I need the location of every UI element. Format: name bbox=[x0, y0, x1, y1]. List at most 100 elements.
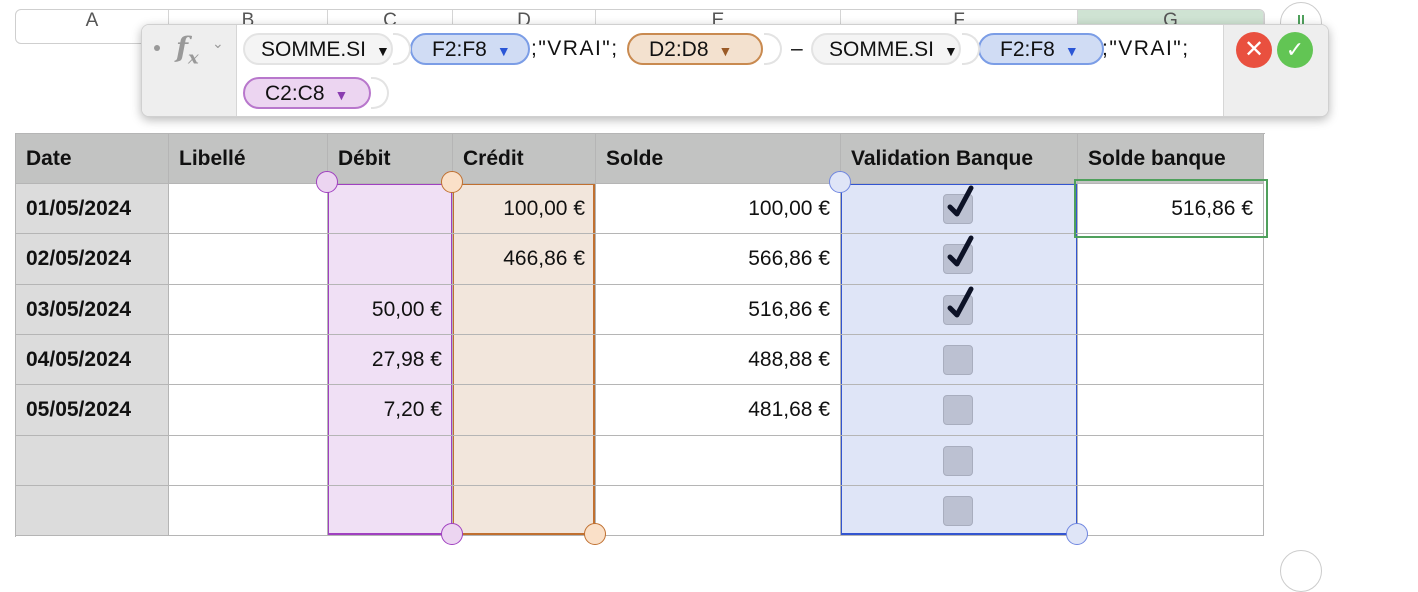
range-handle-d-bottom[interactable] bbox=[584, 523, 606, 545]
add-row-button[interactable] bbox=[1280, 550, 1322, 592]
cell-credit[interactable] bbox=[453, 486, 596, 536]
cell-date[interactable] bbox=[16, 436, 169, 486]
column-title: Validation Banque bbox=[841, 134, 1078, 184]
checkbox[interactable] bbox=[943, 286, 974, 325]
cell-solde[interactable] bbox=[596, 486, 841, 536]
dropdown-triangle-icon[interactable]: ▼ bbox=[496, 43, 511, 59]
formula-text[interactable]: ;"VRAI"; bbox=[1102, 37, 1190, 60]
cell-solde-banque[interactable] bbox=[1078, 436, 1264, 486]
cell-credit[interactable]: 100,00 € bbox=[453, 184, 596, 234]
range-handle-d-top[interactable] bbox=[441, 171, 463, 193]
cell-libelle[interactable] bbox=[169, 285, 328, 335]
cell-debit[interactable]: 50,00 € bbox=[328, 285, 453, 335]
cell-validated[interactable] bbox=[841, 285, 1078, 335]
checkmark-icon bbox=[947, 235, 974, 267]
cell-libelle[interactable] bbox=[169, 486, 328, 536]
checkbox[interactable] bbox=[943, 345, 973, 375]
token-label: F2:F8 bbox=[1000, 38, 1055, 61]
checkbox[interactable] bbox=[943, 235, 974, 274]
formula-actions: ✕ ✓ bbox=[1223, 25, 1328, 116]
range-c2-c8 bbox=[327, 183, 453, 535]
cell-solde-banque[interactable] bbox=[1078, 285, 1264, 335]
range-handle-f-bottom[interactable] bbox=[1066, 523, 1088, 545]
x-circle-icon[interactable]: ✕ bbox=[1236, 32, 1272, 68]
cell-date[interactable]: 02/05/2024 bbox=[16, 234, 169, 285]
cell-solde[interactable]: 566,86 € bbox=[596, 234, 841, 285]
cell-debit[interactable] bbox=[328, 436, 453, 486]
range-handle-f-top[interactable] bbox=[829, 171, 851, 193]
checkbox[interactable] bbox=[943, 496, 973, 526]
cell-debit[interactable]: 27,98 € bbox=[328, 335, 453, 385]
formula-text[interactable]: – bbox=[791, 37, 805, 60]
checkbox[interactable] bbox=[943, 395, 973, 425]
range-token-orange[interactable]: D2:D8 ▼ bbox=[627, 33, 763, 65]
cell-credit[interactable] bbox=[453, 335, 596, 385]
checkbox[interactable] bbox=[943, 185, 974, 224]
range-d2-d8 bbox=[452, 183, 595, 535]
range-handle-c-top[interactable] bbox=[316, 171, 338, 193]
token-label: D2:D8 bbox=[649, 38, 709, 61]
cell-validated[interactable] bbox=[841, 486, 1078, 536]
function-token[interactable]: SOMME.SI ▼ bbox=[811, 33, 961, 65]
drag-dot-icon[interactable] bbox=[154, 45, 160, 51]
cell-debit[interactable] bbox=[328, 184, 453, 234]
token-label: SOMME.SI bbox=[829, 38, 935, 61]
cell-validated[interactable] bbox=[841, 184, 1078, 234]
range-handle-c-bottom[interactable] bbox=[441, 523, 463, 545]
cell-solde-banque[interactable] bbox=[1078, 385, 1264, 436]
cell-debit[interactable]: 7,20 € bbox=[328, 385, 453, 436]
dropdown-triangle-icon[interactable]: ▼ bbox=[1064, 43, 1079, 59]
cell-date[interactable]: 04/05/2024 bbox=[16, 335, 169, 385]
closing-paren bbox=[393, 33, 411, 65]
token-label: SOMME.SI bbox=[261, 38, 367, 61]
cell-validated[interactable] bbox=[841, 436, 1078, 486]
chevron-down-icon[interactable]: ⌄ bbox=[212, 35, 224, 51]
cell-solde[interactable] bbox=[596, 436, 841, 486]
function-token[interactable]: SOMME.SI ▼ bbox=[243, 33, 393, 65]
dropdown-triangle-icon[interactable]: ▼ bbox=[334, 87, 349, 103]
cell-solde-banque[interactable]: 516,86 € bbox=[1078, 184, 1264, 234]
dropdown-triangle-icon[interactable]: ▼ bbox=[944, 43, 958, 59]
selected-cell-g2[interactable] bbox=[1074, 179, 1268, 238]
range-token-blue[interactable]: F2:F8 ▼ bbox=[978, 33, 1104, 65]
cell-solde[interactable]: 100,00 € bbox=[596, 184, 841, 234]
cell-solde-banque[interactable] bbox=[1078, 335, 1264, 385]
range-token-purple[interactable]: C2:C8 ▼ bbox=[243, 77, 371, 109]
closing-paren bbox=[764, 33, 782, 65]
dropdown-triangle-icon[interactable]: ▼ bbox=[718, 43, 733, 59]
cell-credit[interactable] bbox=[453, 385, 596, 436]
checkbox[interactable] bbox=[943, 446, 973, 476]
formula-left-panel: fx ⌄ bbox=[142, 25, 237, 116]
cell-solde-banque[interactable] bbox=[1078, 486, 1264, 536]
closing-paren bbox=[962, 33, 980, 65]
cell-solde[interactable]: 481,68 € bbox=[596, 385, 841, 436]
cell-solde-banque[interactable] bbox=[1078, 234, 1264, 285]
cell-validated[interactable] bbox=[841, 335, 1078, 385]
cell-validated[interactable] bbox=[841, 385, 1078, 436]
range-token-blue[interactable]: F2:F8 ▼ bbox=[410, 33, 530, 65]
cell-libelle[interactable] bbox=[169, 335, 328, 385]
column-title: Date bbox=[16, 134, 169, 184]
cell-credit[interactable]: 466,86 € bbox=[453, 234, 596, 285]
cell-libelle[interactable] bbox=[169, 436, 328, 486]
cell-libelle[interactable] bbox=[169, 385, 328, 436]
cell-date[interactable]: 01/05/2024 bbox=[16, 184, 169, 234]
cell-date[interactable]: 05/05/2024 bbox=[16, 385, 169, 436]
check-circle-icon[interactable]: ✓ bbox=[1277, 32, 1313, 68]
column-title: Crédit bbox=[453, 134, 596, 184]
cell-date[interactable]: 03/05/2024 bbox=[16, 285, 169, 335]
cell-libelle[interactable] bbox=[169, 184, 328, 234]
cell-solde[interactable]: 516,86 € bbox=[596, 285, 841, 335]
cell-debit[interactable] bbox=[328, 486, 453, 536]
fx-icon[interactable]: fx bbox=[176, 31, 199, 69]
cell-credit[interactable] bbox=[453, 436, 596, 486]
cell-libelle[interactable] bbox=[169, 234, 328, 285]
cell-credit[interactable] bbox=[453, 285, 596, 335]
cell-date[interactable] bbox=[16, 486, 169, 536]
dropdown-triangle-icon[interactable]: ▼ bbox=[376, 43, 390, 59]
cell-debit[interactable] bbox=[328, 234, 453, 285]
formula-text[interactable]: ;"VRAI"; bbox=[531, 37, 619, 60]
column-title: Solde bbox=[596, 134, 841, 184]
cell-validated[interactable] bbox=[841, 234, 1078, 285]
cell-solde[interactable]: 488,88 € bbox=[596, 335, 841, 385]
